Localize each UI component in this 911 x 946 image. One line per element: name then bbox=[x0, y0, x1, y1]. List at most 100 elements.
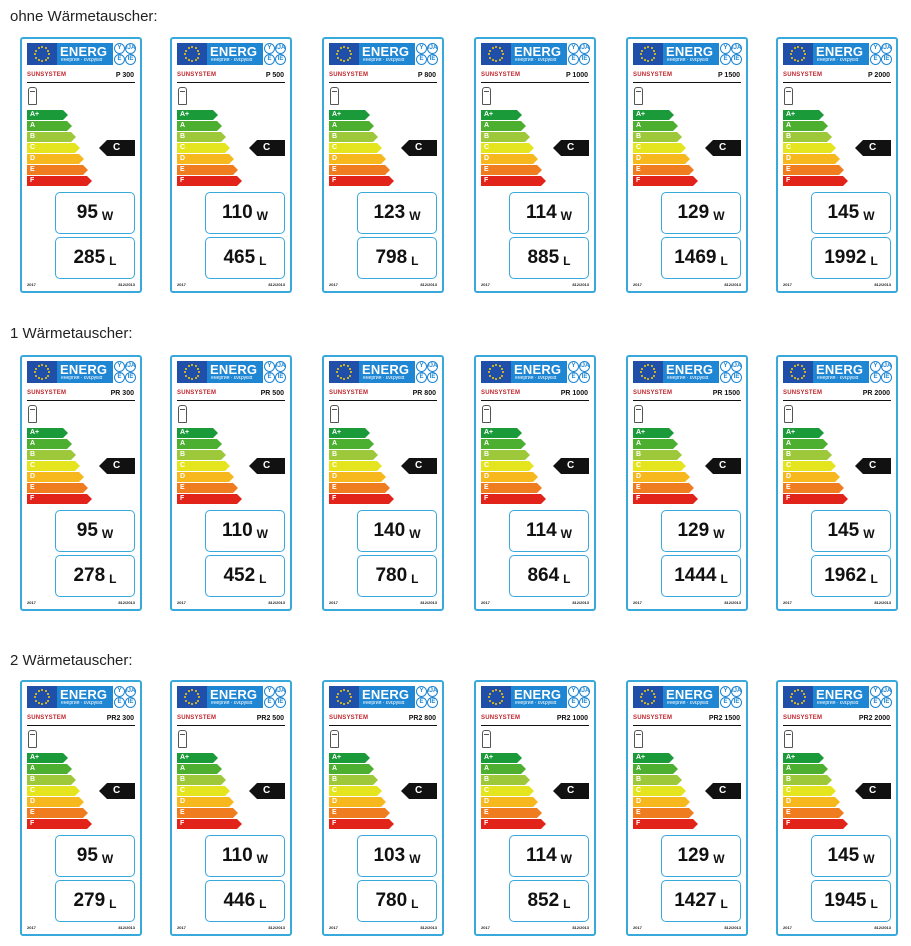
section-title: 1 Wärmetauscher: bbox=[10, 325, 133, 342]
eu-star-icon bbox=[346, 59, 349, 62]
efficiency-bar-fill bbox=[329, 808, 390, 818]
efficiency-bar-fill bbox=[783, 450, 832, 460]
efficiency-bar-fill bbox=[783, 483, 844, 493]
energ-banner: ENERG енергия · ενεργεια bbox=[207, 43, 263, 65]
efficiency-bar-fill bbox=[633, 428, 674, 438]
language-mark: E bbox=[264, 372, 275, 383]
separator-line bbox=[329, 400, 437, 401]
efficiency-bar-fill bbox=[177, 450, 226, 460]
eu-star-icon bbox=[502, 696, 504, 698]
energ-title: ENERG bbox=[60, 44, 108, 59]
eu-star-icon bbox=[194, 702, 197, 705]
eu-star-icon bbox=[44, 59, 47, 62]
energ-banner: ENERG енергия · ενεργεια bbox=[359, 686, 415, 708]
eu-star-icon bbox=[336, 699, 339, 702]
heat-loss-value: 95 bbox=[76, 520, 98, 541]
volume-unit: L bbox=[870, 896, 878, 911]
efficiency-bar: B bbox=[329, 132, 399, 142]
language-mark: IJA bbox=[275, 361, 286, 372]
efficiency-class-label: E bbox=[180, 166, 185, 173]
language-mark: IE bbox=[881, 54, 892, 65]
efficiency-class-label: A bbox=[484, 122, 490, 129]
label-year: 2017 bbox=[481, 600, 490, 605]
efficiency-bar: A bbox=[481, 121, 551, 131]
eu-star-icon bbox=[198, 53, 200, 55]
eu-star-icon bbox=[498, 702, 501, 705]
language-mark: IJA bbox=[731, 686, 742, 697]
efficiency-bar: E bbox=[329, 808, 399, 818]
brand-name: SUNSYSTEM bbox=[633, 390, 673, 396]
efficiency-class-label: C bbox=[484, 144, 490, 151]
eu-star-icon bbox=[198, 696, 200, 698]
eu-star-icon bbox=[803, 374, 806, 377]
efficiency-bar-fill bbox=[783, 176, 848, 186]
water-tank-icon bbox=[178, 87, 187, 105]
efficiency-class-label: E bbox=[786, 484, 791, 491]
volume-value: 852 bbox=[527, 890, 560, 911]
efficiency-bar-fill bbox=[783, 764, 828, 774]
language-mark: IJA bbox=[881, 686, 892, 697]
model-name: PR 2000 bbox=[862, 390, 890, 397]
eu-star-icon bbox=[640, 699, 643, 702]
separator-line bbox=[633, 82, 741, 83]
efficiency-scale: A+ A B C D E F bbox=[177, 428, 247, 505]
efficiency-bar: E bbox=[329, 165, 399, 175]
efficiency-bar: A+ bbox=[633, 428, 703, 438]
eu-star-icon bbox=[803, 692, 806, 695]
eu-star-icon bbox=[650, 364, 653, 367]
efficiency-class-label: B bbox=[786, 776, 792, 783]
efficiency-bar-fill bbox=[481, 439, 526, 449]
efficiency-class-label: A bbox=[180, 122, 186, 129]
energ-subtitle: енергия · ενεργεια bbox=[515, 700, 557, 706]
rating-value: C bbox=[113, 460, 121, 471]
efficiency-scale: A+ A B C D E F bbox=[481, 110, 551, 187]
efficiency-bar: D bbox=[329, 797, 399, 807]
efficiency-bar: F bbox=[783, 819, 853, 829]
efficiency-class-label: C bbox=[180, 144, 186, 151]
eu-star-icon bbox=[498, 59, 501, 62]
eu-flag-icon bbox=[177, 43, 207, 65]
efficiency-bar: D bbox=[481, 154, 551, 164]
efficiency-class-label: E bbox=[30, 809, 35, 816]
energ-banner: ENERG енергия · ενεργεια bbox=[207, 361, 263, 383]
efficiency-bar-fill bbox=[481, 775, 530, 785]
language-mark: E bbox=[264, 697, 275, 708]
eu-star-icon bbox=[495, 378, 497, 380]
eu-star-icon bbox=[654, 53, 656, 55]
efficiency-class-label: A bbox=[30, 765, 36, 772]
eu-star-icon bbox=[491, 689, 494, 692]
eu-flag-icon bbox=[329, 686, 359, 708]
efficiency-bar: E bbox=[27, 808, 97, 818]
eu-star-icon bbox=[640, 49, 643, 52]
heat-loss-unit: W bbox=[101, 526, 114, 541]
volume-value: 864 bbox=[527, 565, 560, 586]
language-mark: E bbox=[720, 372, 731, 383]
efficiency-class-label: A+ bbox=[332, 429, 342, 436]
heat-loss-unit: W bbox=[256, 851, 268, 866]
model-name: P 800 bbox=[417, 72, 436, 79]
efficiency-bar-fill bbox=[783, 808, 844, 818]
efficiency-class-label: A+ bbox=[786, 111, 796, 118]
eu-star-icon bbox=[488, 53, 490, 55]
model-name: PR 1000 bbox=[560, 390, 588, 397]
language-mark: IE bbox=[275, 54, 286, 65]
eu-star-icon bbox=[501, 49, 504, 52]
efficiency-bar-fill bbox=[481, 154, 538, 164]
separator-line bbox=[783, 400, 891, 401]
eu-star-icon bbox=[800, 364, 803, 367]
eu-star-icon bbox=[800, 689, 803, 692]
efficiency-bar: E bbox=[27, 165, 97, 175]
model-name: P 500 bbox=[265, 72, 284, 79]
separator-line bbox=[783, 725, 891, 726]
efficiency-class-label: F bbox=[786, 495, 791, 502]
eu-star-icon bbox=[653, 692, 656, 695]
efficiency-bar: D bbox=[177, 154, 247, 164]
efficiency-bar: A+ bbox=[633, 110, 703, 120]
volume-box: 278 L bbox=[55, 555, 135, 597]
eu-star-icon bbox=[343, 364, 345, 366]
energy-label: ENERG енергия · ενεργεια Y IJA E IE SUNSYSTEM P… bbox=[20, 37, 142, 293]
rating-value: C bbox=[869, 785, 877, 796]
energy-label: ENERG енергия · ενεργεια Y IJA E IE SUNSYSTEM P… bbox=[776, 355, 898, 611]
eu-star-icon bbox=[804, 696, 806, 698]
eu-star-icon bbox=[187, 46, 190, 49]
